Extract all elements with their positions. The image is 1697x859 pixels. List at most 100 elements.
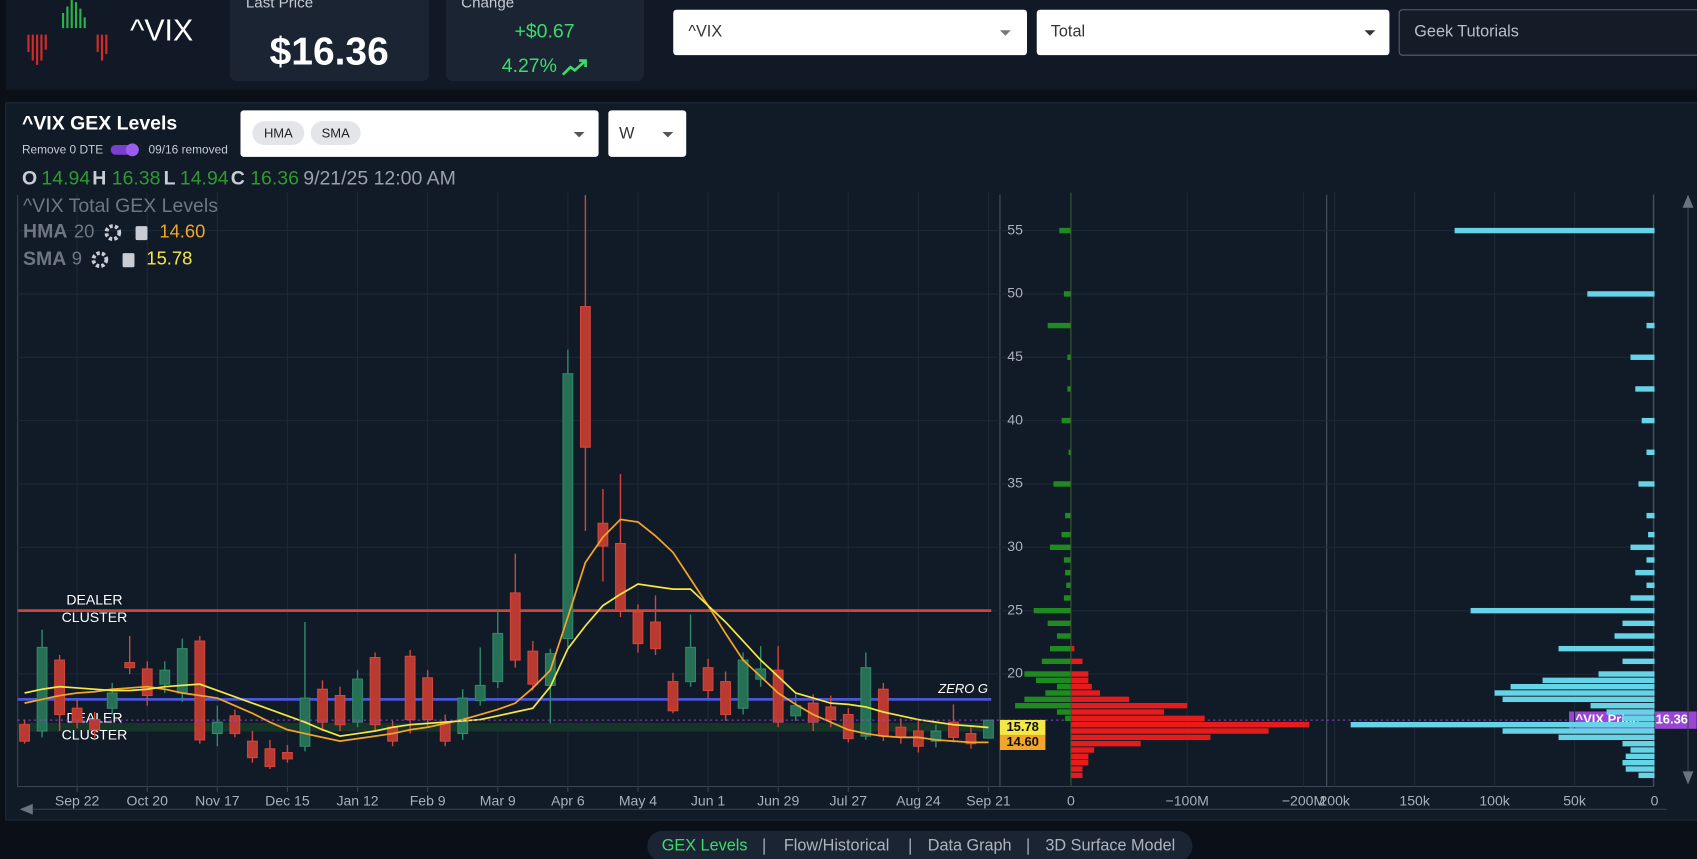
chip[interactable] xyxy=(310,121,361,145)
candle-body xyxy=(632,611,644,645)
tab-bar xyxy=(647,830,1193,859)
candle-body xyxy=(615,542,626,612)
gex-bar xyxy=(1065,569,1071,576)
removed-note: 09/16 removed xyxy=(149,143,228,157)
caret xyxy=(573,131,585,138)
candle-body xyxy=(509,592,521,661)
x-tick-label: 200k xyxy=(1319,792,1350,808)
candle-body xyxy=(685,646,696,683)
symbol-select[interactable] xyxy=(673,9,1028,56)
indicator-line xyxy=(24,518,989,744)
chart-title: ^VIX Total GEX Levels xyxy=(23,195,218,217)
y-tick-label: 30 xyxy=(1007,538,1023,554)
scroll-down[interactable] xyxy=(1682,771,1694,785)
level-label: CLUSTER xyxy=(62,609,128,625)
y-tick-label: 20 xyxy=(1007,665,1023,681)
tab[interactable]: GEX Levels xyxy=(662,836,748,854)
candle-body xyxy=(948,721,959,738)
type-select[interactable] xyxy=(1036,9,1390,56)
gex-bar xyxy=(1622,759,1655,766)
ohlc-letter: L xyxy=(164,168,176,190)
legend-period: 20 xyxy=(74,220,94,241)
gex-bar xyxy=(1630,544,1655,551)
gex-bar xyxy=(1070,709,1164,715)
candle-body xyxy=(124,662,136,669)
tab[interactable]: 3D Surface Model xyxy=(1045,836,1175,854)
gex-bar xyxy=(1070,753,1089,760)
gear-icon[interactable] xyxy=(91,251,109,269)
candle-body xyxy=(106,692,118,709)
interval-select[interactable] xyxy=(608,110,687,157)
gex-bar xyxy=(1558,645,1655,652)
gex-bar xyxy=(1630,595,1655,601)
chip[interactable] xyxy=(252,121,305,145)
ohlc-letter: H xyxy=(92,168,106,190)
x-tick-label: Feb 9 xyxy=(410,792,446,808)
price-tag xyxy=(999,734,1046,750)
candle-body xyxy=(650,621,661,650)
scroll-left[interactable] xyxy=(19,803,33,815)
ohlc-value: 14.94 xyxy=(41,168,90,190)
gex-bar xyxy=(1070,734,1211,741)
gex-bar xyxy=(1646,582,1655,589)
gex-bar xyxy=(1070,683,1092,690)
x-tick-label: May 4 xyxy=(619,792,657,808)
scroll-up[interactable] xyxy=(1682,194,1694,208)
x-tick-label: Nov 17 xyxy=(195,792,240,808)
gex-bar xyxy=(1606,709,1655,715)
candle-body xyxy=(19,724,30,742)
gex-bar xyxy=(1045,690,1071,696)
candle-body xyxy=(282,752,293,760)
candle-body xyxy=(597,522,609,547)
candle-body xyxy=(842,714,854,740)
candle-body xyxy=(404,655,416,721)
price-marker-value: 16.36 xyxy=(1656,712,1688,727)
candle-body xyxy=(474,684,486,702)
gex-bar xyxy=(1646,557,1655,563)
candle-body xyxy=(369,656,381,726)
ohlc-value: 16.36 xyxy=(250,168,299,190)
tab[interactable]: Data Graph xyxy=(928,836,1012,854)
x-tick-label: 50k xyxy=(1563,792,1587,808)
candle-body xyxy=(720,681,732,716)
gex-bar xyxy=(1070,721,1310,728)
ohlc-letter: C xyxy=(231,168,245,190)
change-label: Change xyxy=(461,0,514,11)
gex-bar xyxy=(1470,607,1655,614)
level-label: DEALER xyxy=(66,592,122,608)
gex-bar xyxy=(1070,759,1089,766)
ohlc-value: 16.38 xyxy=(112,168,161,190)
tutorial-select[interactable] xyxy=(1398,9,1697,56)
legend-period: 9 xyxy=(72,248,82,269)
candle-body xyxy=(895,726,907,738)
gear-icon[interactable] xyxy=(104,224,122,241)
gex-bar xyxy=(1641,417,1655,424)
change-pct: 4.27% xyxy=(502,55,557,77)
gex-bar xyxy=(1070,728,1269,734)
candle-body xyxy=(246,740,258,759)
gex-bar xyxy=(1063,291,1071,297)
gex-bar xyxy=(1502,696,1655,703)
gex-bar xyxy=(1635,569,1655,576)
x-tick-label: Dec 15 xyxy=(265,792,310,808)
tab[interactable]: Flow/Historical xyxy=(784,836,889,854)
gex-bar xyxy=(1630,354,1655,360)
trash-icon[interactable] xyxy=(122,253,135,268)
remove-label: Remove 0 DTE xyxy=(22,143,103,157)
candle-body xyxy=(159,669,171,685)
gex-bar xyxy=(1622,715,1655,722)
caret xyxy=(662,131,674,138)
gex-bar xyxy=(1598,671,1655,677)
x-tick-label: −200M xyxy=(1282,792,1325,808)
price-tag-label: 14.60 xyxy=(1006,734,1038,749)
gex-bar xyxy=(1070,740,1141,747)
gex-bar xyxy=(1070,677,1089,684)
gex-bar xyxy=(1053,481,1071,487)
trash-icon[interactable] xyxy=(135,226,148,241)
gex-bar xyxy=(1635,386,1655,392)
gex-bar xyxy=(1502,728,1655,734)
interval-text: W xyxy=(619,124,635,142)
indicator-line xyxy=(24,583,989,737)
gex-bar xyxy=(1047,620,1071,627)
